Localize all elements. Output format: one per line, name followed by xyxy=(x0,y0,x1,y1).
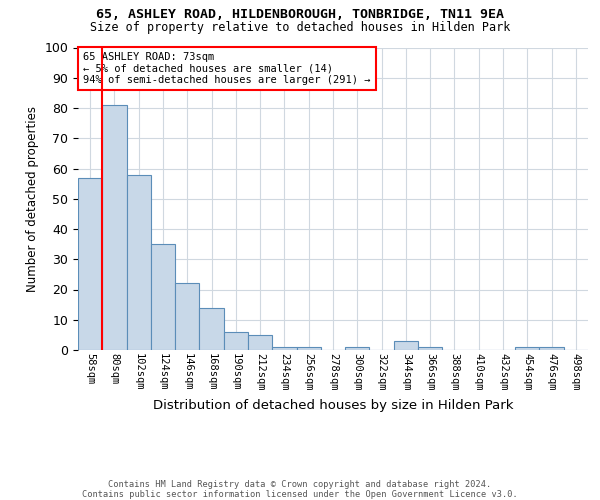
Bar xyxy=(515,347,539,350)
Bar xyxy=(175,284,199,350)
Bar xyxy=(539,347,564,350)
Bar xyxy=(102,105,127,350)
Text: 65, ASHLEY ROAD, HILDENBOROUGH, TONBRIDGE, TN11 9EA: 65, ASHLEY ROAD, HILDENBOROUGH, TONBRIDG… xyxy=(96,8,504,20)
Text: Size of property relative to detached houses in Hilden Park: Size of property relative to detached ho… xyxy=(90,21,510,34)
X-axis label: Distribution of detached houses by size in Hilden Park: Distribution of detached houses by size … xyxy=(153,398,513,411)
Text: Contains HM Land Registry data © Crown copyright and database right 2024.: Contains HM Land Registry data © Crown c… xyxy=(109,480,491,489)
Bar xyxy=(224,332,248,350)
Bar xyxy=(272,347,296,350)
Text: Contains public sector information licensed under the Open Government Licence v3: Contains public sector information licen… xyxy=(82,490,518,499)
Y-axis label: Number of detached properties: Number of detached properties xyxy=(26,106,39,292)
Bar xyxy=(345,347,370,350)
Bar xyxy=(199,308,224,350)
Bar xyxy=(78,178,102,350)
Bar xyxy=(296,347,321,350)
Bar xyxy=(418,347,442,350)
Bar xyxy=(151,244,175,350)
Bar xyxy=(248,335,272,350)
Bar xyxy=(394,341,418,350)
Bar xyxy=(127,174,151,350)
Text: 65 ASHLEY ROAD: 73sqm
← 5% of detached houses are smaller (14)
94% of semi-detac: 65 ASHLEY ROAD: 73sqm ← 5% of detached h… xyxy=(83,52,371,85)
